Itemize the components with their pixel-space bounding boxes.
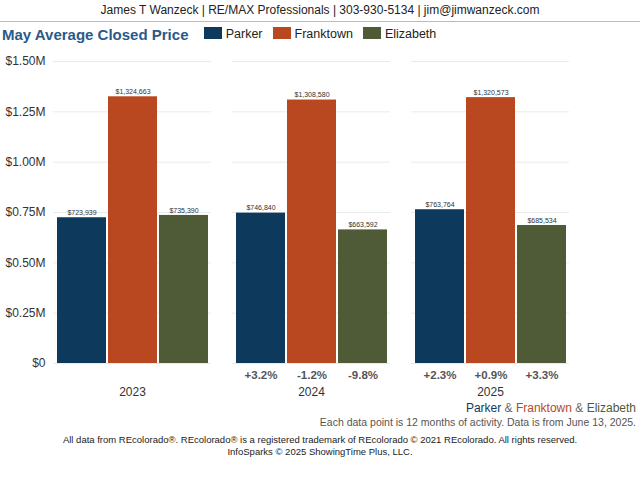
html-text:Parker & Franktown & Elizabeth: Parker & Franktown & Elizabeth [465,401,636,415]
svg-text:-9.8%: -9.8% [348,369,378,381]
html-text:James T Wanzeck | RE/MAX Profe: James T Wanzeck | RE/MAX Professionals |… [100,3,540,17]
svg-text:$0.25M: $0.25M [5,306,45,320]
svg-text:2024: 2024 [298,385,325,399]
svg-text:$0.50M: $0.50M [5,256,45,270]
svg-text:$1.50M: $1.50M [5,54,45,68]
svg-text:2023: 2023 [119,385,146,399]
svg-text:+2.3%: +2.3% [424,369,457,381]
svg-text:$0: $0 [32,356,46,370]
svg-text:$1.25M: $1.25M [5,105,45,119]
svg-text:$0.75M: $0.75M [5,205,45,219]
html-text:Elizabeth: Elizabeth [384,27,437,41]
svg-text:$735,390: $735,390 [169,207,198,214]
svg-text:+0.9%: +0.9% [475,369,508,381]
html-text:All data from REcolorado®. REc: All data from REcolorado®. REcolorado® i… [62,434,578,457]
svg-text:$723,939: $723,939 [67,209,96,216]
svg-text:$1.00M: $1.00M [5,155,45,169]
svg-text:$1,320,573: $1,320,573 [473,89,508,96]
html-text:Franktown: Franktown [294,27,353,41]
svg-text:+3.2%: +3.2% [245,369,278,381]
svg-text:$1,308,580: $1,308,580 [294,91,329,98]
svg-text:$685,534: $685,534 [527,217,556,224]
svg-text:$1,324,663: $1,324,663 [115,88,150,95]
html-text:Parker: Parker [225,27,263,41]
svg-text:-1.2%: -1.2% [297,369,327,381]
svg-text:$763,764: $763,764 [425,201,454,208]
svg-text:$746,840: $746,840 [246,204,275,211]
svg-text:$663,592: $663,592 [348,221,377,228]
svg-text:+3.3%: +3.3% [526,369,559,381]
html-text:May Average Closed Price: May Average Closed Price [2,26,189,43]
svg-text:2025: 2025 [477,385,504,399]
html-text:Each data point is 12 months o: Each data point is 12 months of activity… [319,416,636,428]
